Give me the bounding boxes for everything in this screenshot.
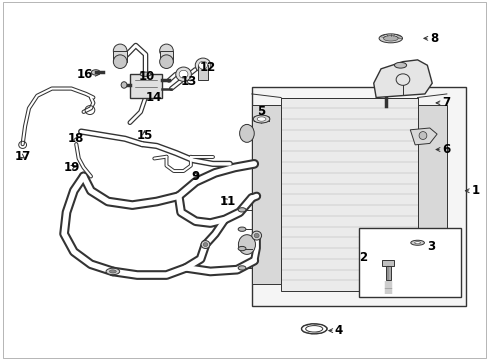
Text: 7: 7: [441, 96, 449, 109]
Ellipse shape: [394, 62, 406, 68]
Text: 12: 12: [200, 60, 216, 73]
Ellipse shape: [383, 36, 397, 41]
Text: 19: 19: [63, 161, 80, 174]
Ellipse shape: [203, 243, 207, 247]
Bar: [417, 105, 446, 284]
Bar: [281, 98, 417, 291]
FancyBboxPatch shape: [382, 260, 393, 266]
Text: 16: 16: [77, 68, 93, 81]
Text: 1: 1: [470, 184, 478, 197]
Text: 11: 11: [219, 195, 235, 208]
Ellipse shape: [238, 246, 245, 251]
Ellipse shape: [179, 70, 187, 78]
Ellipse shape: [175, 67, 191, 81]
Ellipse shape: [414, 242, 420, 244]
Polygon shape: [409, 128, 436, 145]
Text: 17: 17: [15, 150, 31, 163]
Text: 14: 14: [146, 91, 162, 104]
Ellipse shape: [121, 82, 127, 88]
Ellipse shape: [238, 227, 245, 231]
Text: 4: 4: [334, 324, 342, 337]
Bar: [159, 51, 173, 62]
Ellipse shape: [238, 208, 245, 212]
Ellipse shape: [140, 72, 151, 76]
Ellipse shape: [159, 44, 173, 58]
Ellipse shape: [201, 240, 209, 248]
Polygon shape: [373, 60, 431, 98]
Ellipse shape: [113, 44, 127, 58]
Text: 2: 2: [358, 251, 366, 264]
Text: 3: 3: [427, 240, 435, 253]
Ellipse shape: [378, 34, 402, 43]
Ellipse shape: [109, 270, 116, 273]
Text: 6: 6: [441, 143, 449, 156]
Bar: [385, 266, 390, 280]
Bar: [113, 51, 127, 62]
Ellipse shape: [113, 55, 127, 68]
Ellipse shape: [239, 125, 254, 142]
Bar: [130, 74, 161, 98]
Bar: [251, 105, 281, 284]
Text: 13: 13: [180, 75, 196, 88]
Ellipse shape: [238, 235, 255, 255]
Text: 10: 10: [139, 69, 155, 82]
Ellipse shape: [410, 240, 424, 245]
Ellipse shape: [195, 58, 210, 72]
Ellipse shape: [91, 70, 100, 75]
Ellipse shape: [159, 55, 173, 68]
Text: 8: 8: [429, 32, 437, 45]
Text: 9: 9: [191, 170, 200, 183]
Ellipse shape: [254, 233, 259, 238]
Bar: [358, 228, 461, 297]
Bar: [198, 65, 207, 80]
Ellipse shape: [238, 266, 245, 270]
Ellipse shape: [253, 115, 269, 123]
Ellipse shape: [418, 132, 426, 139]
Ellipse shape: [251, 231, 261, 240]
Ellipse shape: [106, 268, 120, 275]
Ellipse shape: [257, 117, 265, 121]
Bar: [251, 87, 466, 306]
Text: 15: 15: [136, 129, 152, 142]
Text: 5: 5: [257, 105, 265, 118]
Ellipse shape: [198, 61, 207, 69]
Text: 18: 18: [68, 132, 84, 145]
